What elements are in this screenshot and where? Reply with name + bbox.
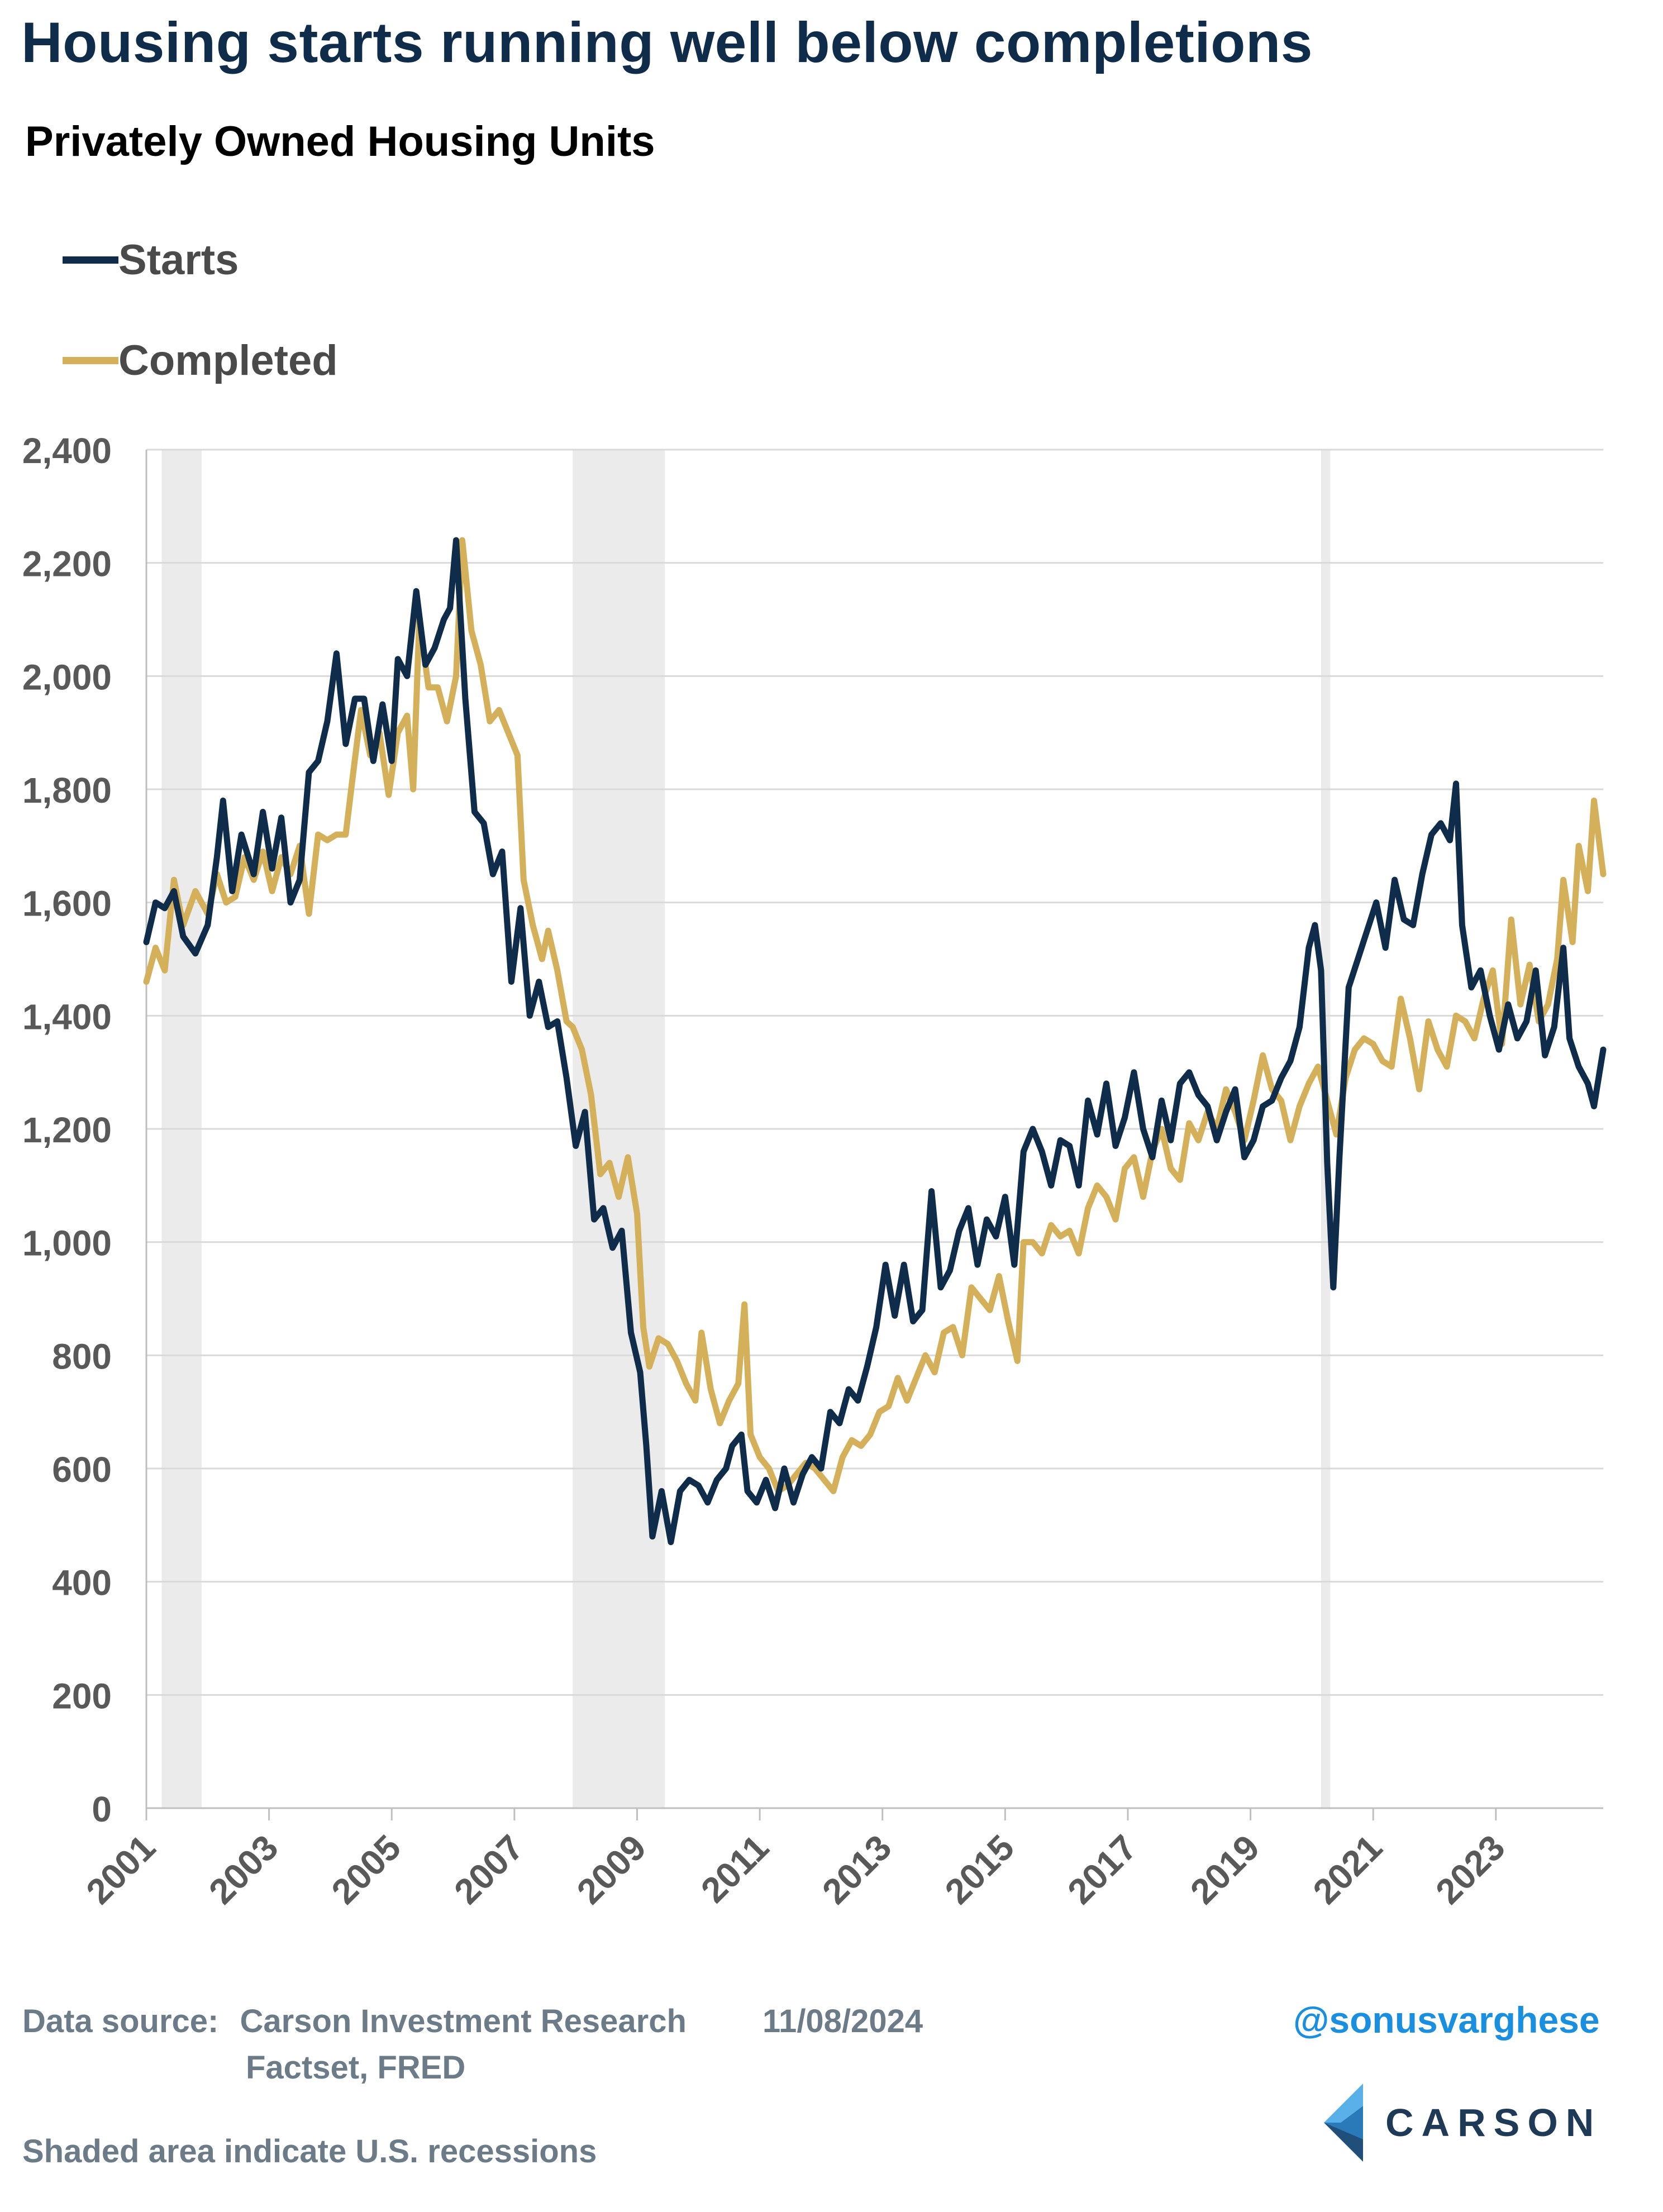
y-tick-label: 2,000 — [22, 657, 112, 697]
recession-note: Shaded area indicate U.S. recessions — [22, 2133, 597, 2170]
legend: Starts Completed — [63, 209, 338, 411]
y-tick-label: 0 — [92, 1789, 112, 1829]
source-prefix: Data source: — [22, 2003, 219, 2039]
legend-swatch-completed — [63, 356, 118, 364]
chart-subtitle: Privately Owned Housing Units — [25, 118, 655, 165]
x-tick-label: 2003 — [201, 1827, 286, 1912]
x-tick-label: 2013 — [814, 1827, 899, 1912]
carson-logo-icon — [1324, 2084, 1363, 2162]
x-tick-label: 2017 — [1060, 1827, 1145, 1912]
x-tick-label: 2001 — [78, 1827, 163, 1912]
carson-logo: CARSON — [1318, 2084, 1602, 2162]
legend-item-starts: Starts — [63, 209, 338, 310]
y-tick-label: 2,200 — [22, 544, 112, 584]
y-tick-label: 1,400 — [22, 997, 112, 1037]
source-line-1: Carson Investment Research — [240, 2003, 687, 2039]
source-line-2: Factset, FRED — [246, 2049, 466, 2086]
legend-item-completed: Completed — [63, 310, 338, 411]
x-tick-label: 2021 — [1305, 1827, 1390, 1912]
legend-label-starts: Starts — [118, 236, 239, 284]
x-tick-label: 2011 — [693, 1827, 776, 1910]
data-source-label: Data source: Carson Investment Research — [22, 2003, 687, 2040]
data-date: 11/08/2024 — [763, 2003, 923, 2039]
x-tick-label: 2005 — [324, 1827, 409, 1912]
x-tick-label: 2009 — [569, 1827, 654, 1912]
y-tick-label: 200 — [52, 1676, 112, 1716]
y-tick-label: 2,400 — [22, 431, 112, 471]
y-tick-label: 1,600 — [22, 884, 112, 924]
line-chart: 0 200 400 600 800 1,000 1,200 1,400 1,600 1,800 2,… — [22, 431, 1607, 1912]
y-tick-label: 1,200 — [22, 1110, 112, 1150]
twitter-handle[interactable]: @sonusvarghese — [1293, 1999, 1600, 2041]
y-tick-label: 800 — [52, 1336, 112, 1376]
x-tick-label: 2015 — [937, 1827, 1022, 1912]
series-line-starts — [143, 537, 1607, 1546]
x-tick-label: 2007 — [446, 1827, 531, 1912]
x-tick-label: 2019 — [1183, 1827, 1267, 1912]
legend-swatch-starts — [63, 256, 118, 264]
carson-logo-text: CARSON — [1385, 2101, 1602, 2144]
y-tick-label: 1,800 — [22, 770, 112, 811]
legend-label-completed: Completed — [118, 336, 338, 384]
x-tick-label: 2023 — [1428, 1827, 1513, 1912]
y-tick-label: 600 — [52, 1450, 112, 1490]
y-tick-label: 1,000 — [22, 1223, 112, 1264]
chart-title: Housing starts running well below comple… — [21, 11, 1313, 74]
series-line-completed — [143, 537, 1607, 1494]
y-tick-label: 400 — [52, 1563, 112, 1603]
